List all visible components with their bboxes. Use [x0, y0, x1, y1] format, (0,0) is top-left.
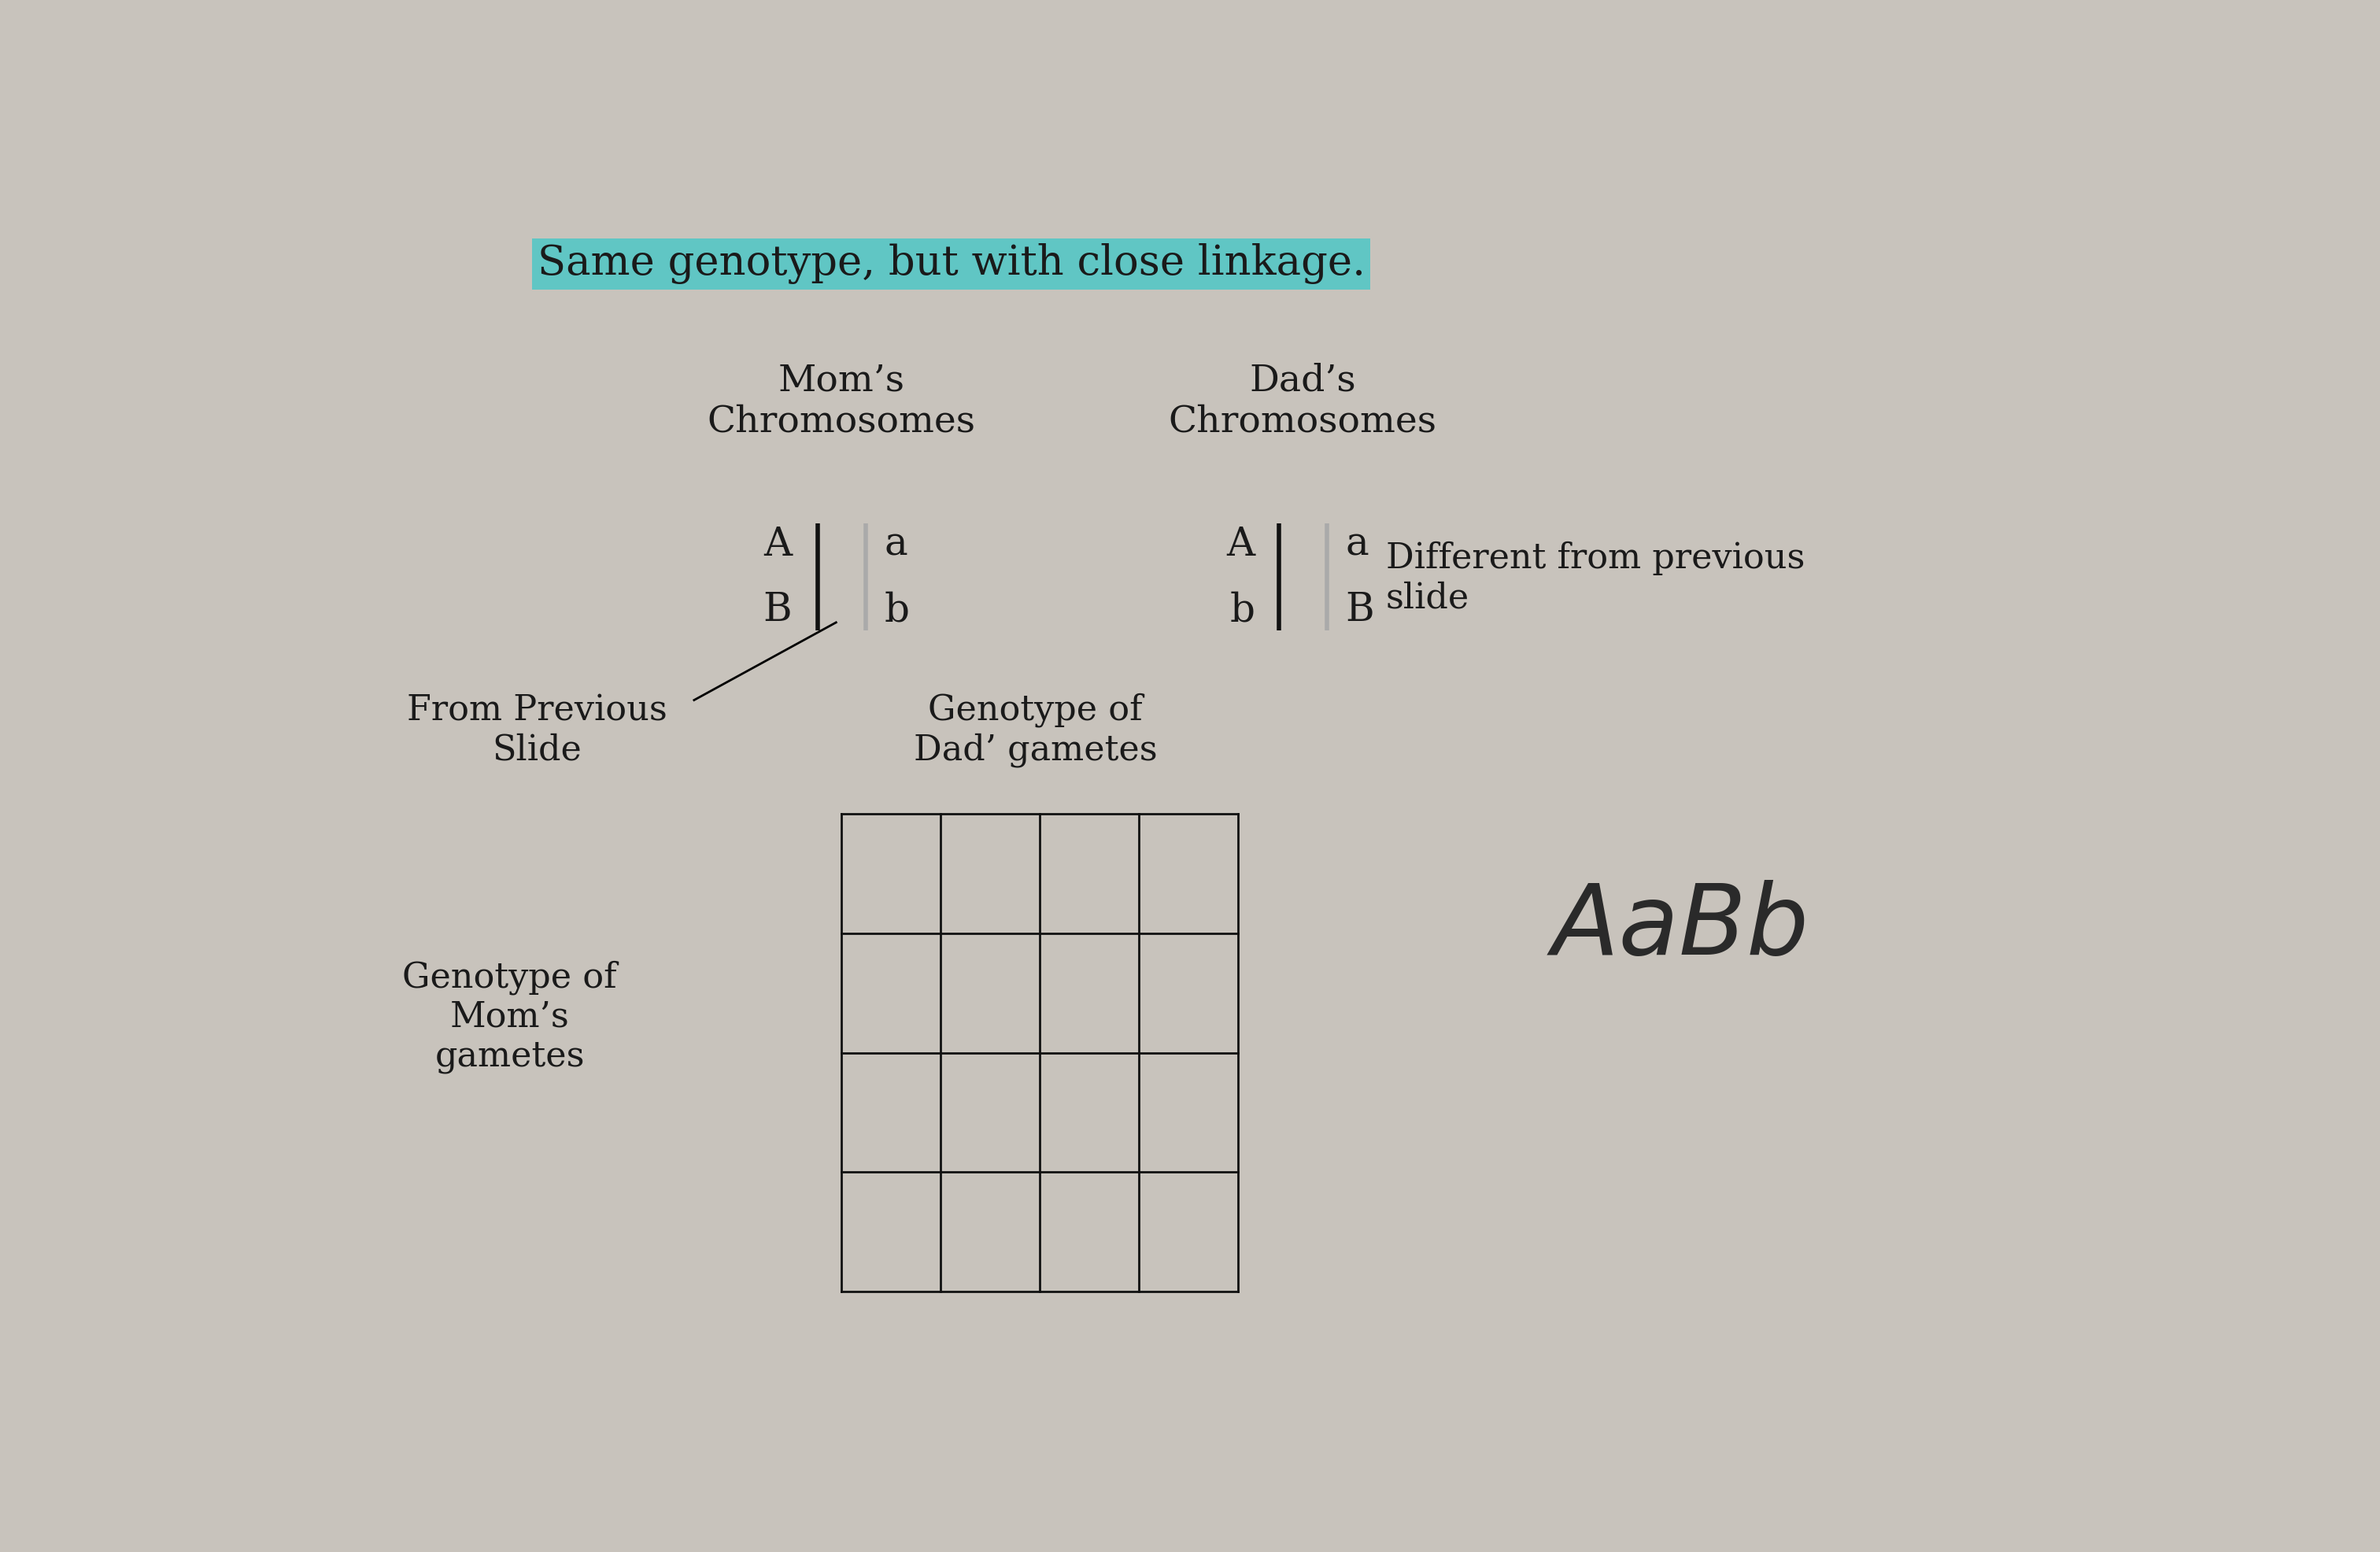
- Text: Genotype of
Mom’s
gametes: Genotype of Mom’s gametes: [402, 961, 616, 1074]
- Text: a: a: [1345, 525, 1368, 565]
- Text: Same genotype, but with close linkage.: Same genotype, but with close linkage.: [538, 244, 1366, 284]
- Text: Mom’s
Chromosomes: Mom’s Chromosomes: [707, 363, 976, 439]
- Text: Dad’s
Chromosomes: Dad’s Chromosomes: [1169, 363, 1438, 439]
- Text: A: A: [1226, 525, 1254, 565]
- Text: B: B: [1345, 591, 1373, 630]
- Text: Different from previous
slide: Different from previous slide: [1385, 542, 1804, 615]
- Text: a: a: [883, 525, 907, 565]
- Text: b: b: [883, 591, 909, 630]
- Text: B: B: [764, 591, 793, 630]
- Text: Genotype of
Dad’ gametes: Genotype of Dad’ gametes: [914, 692, 1157, 767]
- Text: A: A: [764, 525, 793, 565]
- Text: AaBb: AaBb: [1552, 880, 1809, 975]
- Text: b: b: [1230, 591, 1254, 630]
- Text: From Previous
Slide: From Previous Slide: [407, 694, 666, 767]
